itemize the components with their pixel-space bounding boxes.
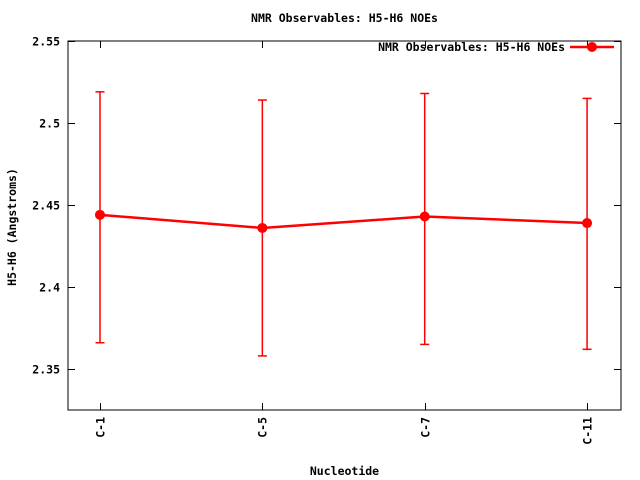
- data-point-marker: [582, 218, 593, 229]
- y-tick-label: 2.55: [32, 35, 60, 49]
- data-point-marker: [94, 209, 105, 220]
- chart-title: NMR Observables: H5-H6 NOEs: [251, 11, 438, 25]
- y-tick-label: 2.4: [39, 281, 60, 295]
- legend-entry-label: NMR Observables: H5-H6 NOEs: [378, 40, 565, 54]
- x-axis-title: Nucleotide: [309, 464, 380, 478]
- legend-sample-marker: [587, 42, 597, 52]
- y-axis-title: H5-H6 (Angstroms): [5, 168, 19, 286]
- y-tick-label: 2.35: [32, 363, 60, 377]
- x-tick-label: C-5: [256, 417, 270, 438]
- data-point-marker: [257, 222, 268, 233]
- y-tick-label: 2.45: [32, 199, 60, 213]
- x-tick-label: C-7: [419, 417, 433, 438]
- x-tick-label: C-11: [581, 417, 595, 445]
- plot-border: [67, 40, 622, 411]
- series-line: [99, 213, 588, 230]
- y-tick-label: 2.5: [39, 117, 60, 131]
- x-tick-label: C-1: [94, 417, 108, 438]
- data-point-marker: [419, 211, 430, 222]
